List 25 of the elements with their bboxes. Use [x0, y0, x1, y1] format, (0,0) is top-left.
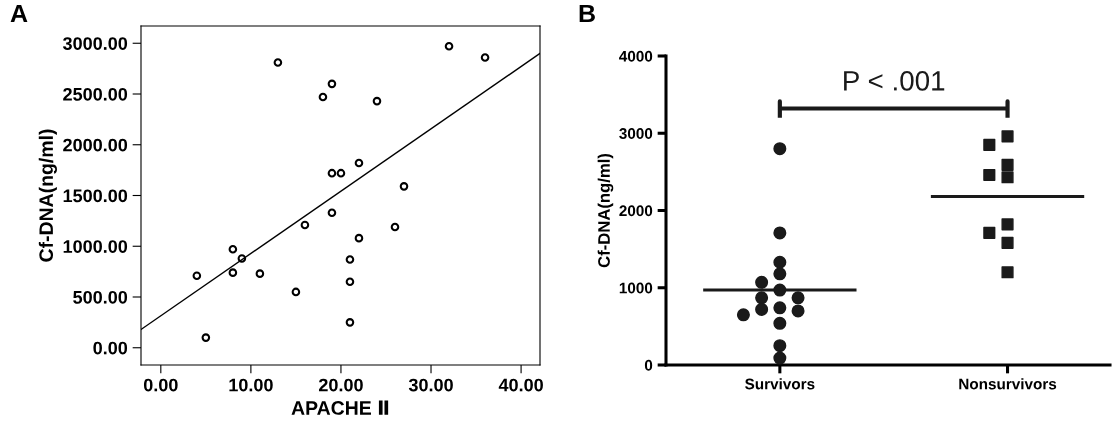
- x-tick-label: 40.00: [498, 378, 543, 392]
- x-tick-label: 0.00: [143, 378, 178, 392]
- x-axis-title: APACHE Ⅱ: [291, 400, 389, 415]
- y-tick-label: 3000: [619, 128, 653, 139]
- y-tick-label: 2000.00: [63, 138, 128, 152]
- chart-title: A: [10, 4, 28, 23]
- x-tick-label: 10.00: [229, 378, 273, 392]
- x-tick-label: Nonsurvivors: [959, 378, 1057, 390]
- annotation: P < .001: [844, 71, 945, 91]
- y-tick-label: 1500.00: [63, 189, 128, 203]
- y-axis-title: Cf-DNA(ng/ml): [597, 153, 614, 268]
- x-tick-label: 20.00: [318, 378, 363, 392]
- y-tick-label: 2000: [619, 205, 653, 217]
- y-tick-label: 0.00: [93, 341, 128, 355]
- y-tick-label: 1000.00: [63, 240, 128, 253]
- x-tick-label: Survivors: [745, 378, 815, 390]
- chart-title: B: [579, 4, 595, 23]
- y-axis-title: Cf-DNA(ng/ml): [38, 129, 57, 262]
- y-tick-label: 3000.00: [62, 37, 128, 50]
- x-tick-label: 30.00: [408, 378, 453, 392]
- y-tick-label: 0: [644, 359, 653, 371]
- y-tick-label: 500.00: [73, 290, 128, 304]
- y-tick-label: 2500.00: [63, 87, 128, 101]
- y-tick-label: 1000: [619, 282, 653, 294]
- y-tick-label: 4000: [619, 50, 653, 62]
